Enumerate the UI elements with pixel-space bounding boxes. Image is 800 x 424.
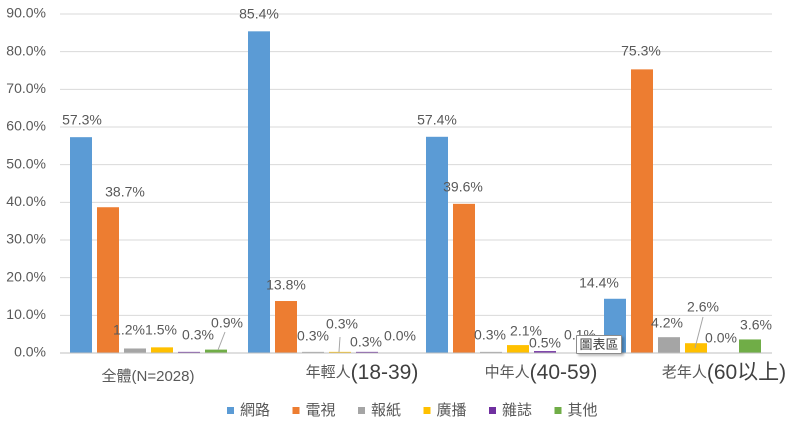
bar-1-1[interactable]	[275, 301, 297, 353]
legend-swatch-icon	[358, 407, 365, 414]
bar-2-3[interactable]	[658, 337, 680, 353]
bar-0-2[interactable]	[426, 136, 448, 353]
y-axis-tick-label: 50.0%	[6, 155, 46, 171]
bar-3-1[interactable]	[329, 351, 351, 353]
x-axis-category-label: 年輕人(18-39)	[306, 361, 419, 384]
data-label: 2.6%	[687, 299, 719, 315]
bar-5-0[interactable]	[205, 349, 227, 353]
y-axis-tick-label: 80.0%	[6, 42, 46, 58]
data-label: 1.2%	[113, 322, 145, 338]
category-name: 年輕人	[306, 364, 351, 381]
bar-0-1[interactable]	[248, 31, 270, 354]
category-name: 老年人	[662, 364, 707, 381]
legend-swatch-icon	[554, 407, 562, 414]
bar-1-3[interactable]	[631, 69, 653, 354]
data-label: 1.5%	[145, 322, 177, 338]
legend-label: 雜誌	[502, 402, 532, 419]
category-name: 中年人	[485, 364, 530, 381]
legend-swatch-icon	[292, 407, 300, 414]
bar-3-0[interactable]	[151, 347, 173, 353]
y-axis-tick-label: 0.0%	[14, 344, 46, 360]
chart-area-tooltip: 圖表區	[576, 335, 622, 354]
data-label: 75.3%	[621, 43, 661, 59]
data-label-leader-line	[694, 316, 704, 349]
bar-2-0[interactable]	[124, 348, 146, 353]
bar-2-1[interactable]	[302, 351, 324, 353]
legend-item-3[interactable]: 廣播	[423, 402, 467, 419]
legend-item-5[interactable]: 其他	[554, 402, 598, 419]
data-label: 0.9%	[211, 315, 243, 331]
legend-label: 報紙	[371, 402, 401, 419]
legend-swatch-icon	[423, 407, 431, 414]
x-axis-category-label: 老年人(60以上)	[662, 361, 786, 384]
data-label: 13.8%	[266, 277, 306, 293]
bar-3-3[interactable]	[685, 343, 707, 353]
legend-label: 網路	[240, 402, 270, 419]
data-label: 38.7%	[105, 184, 145, 200]
category-range: (40-59)	[530, 361, 598, 384]
bar-4-2[interactable]	[534, 351, 556, 353]
y-axis-tick-label: 70.0%	[6, 80, 46, 96]
data-label: 39.6%	[443, 179, 483, 195]
legend-label: 其他	[568, 402, 598, 419]
bar-1-2[interactable]	[453, 203, 475, 353]
legend-label: 電視	[306, 402, 336, 419]
bar-5-3[interactable]	[739, 339, 761, 353]
data-label: 0.0%	[705, 330, 737, 346]
data-label: 0.3%	[326, 316, 358, 332]
category-range: (18-39)	[351, 361, 419, 384]
x-axis-category-label: 全體(N=2028)	[102, 367, 195, 385]
bar-2-2[interactable]	[480, 351, 502, 353]
data-label: 57.3%	[62, 112, 102, 128]
y-axis-tick-label: 10.0%	[6, 306, 46, 322]
data-label: 14.4%	[579, 275, 619, 291]
category-range: (60以上)	[707, 361, 786, 384]
bar-4-1[interactable]	[356, 351, 378, 353]
data-label: 2.1%	[510, 323, 542, 339]
bar-1-0[interactable]	[97, 207, 119, 353]
data-label: 0.3%	[297, 328, 329, 344]
x-axis-category-label: 中年人(40-59)	[485, 361, 598, 384]
y-axis-tick-label: 90.0%	[6, 5, 46, 21]
data-label: 85.4%	[239, 6, 279, 22]
legend-item-2[interactable]: 報紙	[358, 402, 401, 419]
legend-item-4[interactable]: 雜誌	[489, 402, 532, 419]
y-axis-tick-label: 30.0%	[6, 231, 46, 247]
y-axis-tick-label: 60.0%	[6, 118, 46, 134]
data-label: 57.4%	[417, 112, 457, 128]
data-label-leader-line	[338, 336, 341, 353]
y-axis-tick-label: 20.0%	[6, 268, 46, 284]
legend-item-0[interactable]: 網路	[227, 402, 270, 419]
legend-swatch-icon	[227, 407, 234, 414]
data-label: 0.3%	[182, 327, 214, 343]
data-label: 3.6%	[740, 317, 772, 333]
data-label-leader-line	[217, 331, 226, 351]
data-label: 0.3%	[474, 327, 506, 343]
data-label: 0.0%	[384, 328, 416, 344]
data-label: 0.3%	[350, 334, 382, 350]
data-label: 0.5%	[529, 335, 561, 351]
legend-swatch-icon	[489, 407, 496, 414]
data-label: 4.2%	[651, 315, 683, 331]
bar-0-0[interactable]	[70, 137, 92, 353]
bar-3-2[interactable]	[507, 345, 529, 353]
legend-item-1[interactable]: 電視	[292, 402, 336, 419]
bar-4-0[interactable]	[178, 351, 200, 353]
y-axis-tick-label: 40.0%	[6, 193, 46, 209]
legend-label: 廣播	[437, 402, 467, 419]
